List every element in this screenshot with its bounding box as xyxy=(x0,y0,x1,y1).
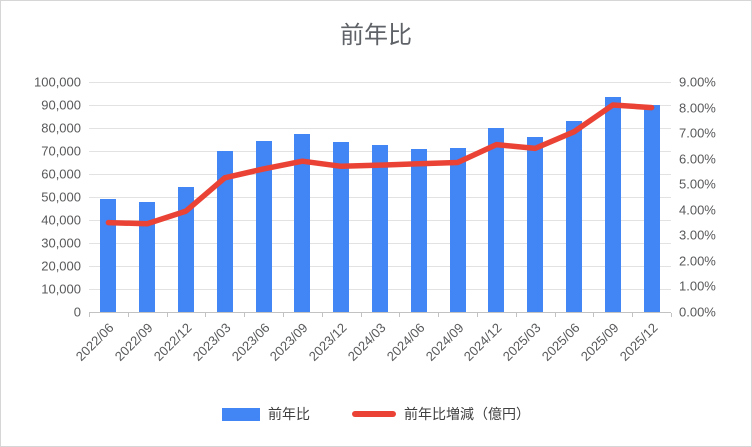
bar xyxy=(372,145,388,312)
x-tick xyxy=(632,313,634,317)
bar xyxy=(566,121,582,312)
bar xyxy=(449,147,466,312)
y-tick-label: 100,000 xyxy=(34,74,81,90)
x-axis-line xyxy=(89,312,671,313)
left-axis-labels: 100,000 90,000 80,000 70,000 60,000 50,000 40,… xyxy=(1,75,81,320)
x-tick xyxy=(89,313,90,317)
x-tick-label: 2025/12 xyxy=(616,320,661,364)
x-tick xyxy=(515,313,517,317)
bar xyxy=(255,140,272,312)
bar xyxy=(643,105,660,312)
chart-title: 前年比 xyxy=(340,22,412,49)
y-tick-label: 3.00% xyxy=(679,227,716,243)
right-axis-labels: 9.00% 8.00% 7.00% 6.00% 5.00% 4.00% 3.00% 2.00%… xyxy=(679,75,749,320)
legend-label: 前年比 xyxy=(268,406,310,422)
y-tick-label: 8.00% xyxy=(679,100,716,116)
x-tick xyxy=(283,313,284,317)
x-tick-label: 2023/09 xyxy=(267,320,312,364)
x-tick xyxy=(360,313,362,317)
legend-item-line-series: 前年比増減（億円） xyxy=(352,404,530,424)
x-tick-label: 2025/03 xyxy=(499,320,544,364)
y-tick-label: 0 xyxy=(73,304,81,320)
y-tick-label: 2.00% xyxy=(679,253,716,269)
x-tick xyxy=(399,313,401,317)
y-tick-label: 60,000 xyxy=(41,166,81,182)
x-tick-label: 2022/12 xyxy=(150,320,195,364)
x-tick xyxy=(477,313,478,317)
x-tick xyxy=(671,313,672,317)
y-tick-label: 6.00% xyxy=(679,151,716,167)
bar xyxy=(410,148,427,312)
y-tick-label: 9.00% xyxy=(679,74,716,90)
x-tick-label: 2022/09 xyxy=(111,320,156,364)
x-tick-label: 2024/09 xyxy=(422,320,467,364)
legend-label: 前年比増減（億円） xyxy=(404,406,530,422)
y-tick-label: 1.00% xyxy=(679,278,716,294)
x-tick xyxy=(438,313,440,317)
bar xyxy=(488,128,505,312)
line-series-swatch-icon xyxy=(352,411,396,417)
y-tick-label: 70,000 xyxy=(41,143,81,159)
bar xyxy=(139,201,156,312)
x-tick-label: 2024/12 xyxy=(461,320,506,364)
x-tick-label: 2023/06 xyxy=(228,320,273,364)
x-tick-label: 2025/06 xyxy=(538,320,583,364)
bar xyxy=(333,141,350,312)
x-tick xyxy=(205,313,207,317)
gridline xyxy=(89,105,671,106)
x-tick-label: 2024/03 xyxy=(344,320,389,364)
plot-area xyxy=(89,82,671,313)
x-tick xyxy=(244,313,246,317)
line-series-path xyxy=(105,102,655,227)
gridline xyxy=(89,82,671,83)
line-series xyxy=(105,102,655,227)
bar xyxy=(178,186,194,312)
x-axis-labels: 2022/06 2022/09 2022/12 2023/03 2023/06 2023/… xyxy=(73,312,672,402)
bar xyxy=(100,199,117,312)
x-tick xyxy=(593,313,595,317)
y-tick-label: 7.00% xyxy=(679,125,716,141)
y-tick-label: 4.00% xyxy=(679,202,716,218)
bar xyxy=(527,137,544,312)
y-tick-label: 0.00% xyxy=(679,304,716,320)
y-tick-label: 50,000 xyxy=(41,189,81,205)
x-tick-label: 2024/06 xyxy=(383,320,428,364)
x-tick-label: 2023/03 xyxy=(189,320,234,364)
x-tick xyxy=(321,313,323,317)
x-tick-label: 2023/12 xyxy=(305,320,350,364)
bar xyxy=(294,133,311,312)
y-tick-label: 90,000 xyxy=(41,97,81,113)
legend: 前年比 前年比増減（億円） xyxy=(1,404,751,424)
gridline xyxy=(89,128,671,129)
x-tick xyxy=(166,313,168,317)
x-tick xyxy=(127,313,129,317)
x-tick-label: 2025/09 xyxy=(577,320,622,364)
legend-item-bar-series: 前年比 xyxy=(222,404,310,424)
y-tick-label: 10,000 xyxy=(41,281,81,297)
y-tick-label: 20,000 xyxy=(41,258,81,274)
x-tick xyxy=(554,313,556,317)
bar xyxy=(604,96,621,312)
y-tick-label: 5.00% xyxy=(679,176,716,192)
y-tick-label: 30,000 xyxy=(41,235,81,251)
x-tick-label: 2022/06 xyxy=(73,320,118,364)
y-tick-label: 40,000 xyxy=(41,212,81,228)
bar xyxy=(216,151,233,312)
y-tick-label: 80,000 xyxy=(41,120,81,136)
bar-series-swatch-icon xyxy=(222,407,260,421)
